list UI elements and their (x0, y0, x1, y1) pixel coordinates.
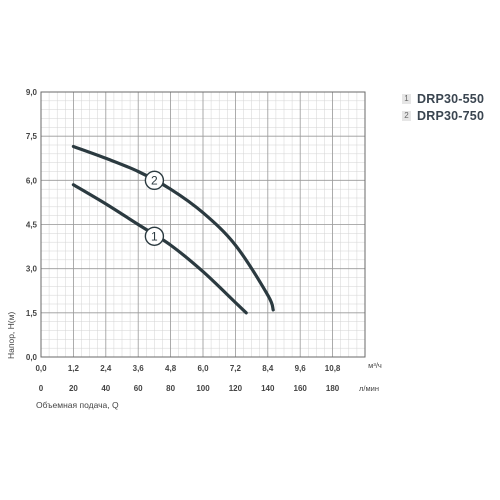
x-tick-label: 9,6 (295, 364, 307, 373)
x2-tick-label: 140 (261, 384, 275, 393)
legend-number: 1 (402, 93, 411, 104)
x-axis-title: Объемная подача, Q (36, 400, 119, 410)
y-tick-label: 9,0 (26, 88, 38, 97)
series-line-1 (71, 183, 248, 315)
x-tick-label: 0,0 (35, 364, 47, 373)
x2-tick-label: 40 (101, 384, 110, 393)
x2-tick-label: 180 (326, 384, 340, 393)
y-tick-label: 3,0 (26, 265, 38, 274)
x-tick-label: 8,4 (262, 364, 274, 373)
y-tick-label: 1,5 (26, 309, 38, 318)
x-tick-label: 2,4 (100, 364, 112, 373)
legend-label: DRP30-750 (417, 108, 485, 123)
legend-label: DRP30-550 (417, 91, 485, 106)
x-tick-label: 4,8 (165, 364, 177, 373)
x2-tick-label: 80 (166, 384, 175, 393)
curve-marker-1 (144, 226, 165, 246)
x2-tick-label: 60 (134, 384, 143, 393)
y-tick-label: 7,5 (26, 132, 38, 141)
legend-item-1: 1 DRP30-550 (402, 90, 484, 107)
curve-marker-label-2: 2 (151, 173, 158, 187)
x2-tick-label: 20 (69, 384, 78, 393)
x2-tick-label: 160 (294, 384, 308, 393)
legend-item-2: 2 DRP30-750 (402, 107, 484, 124)
curve-marker-label-1: 1 (151, 229, 158, 243)
y-tick-label: 0,0 (26, 353, 38, 362)
x-tick-label: 1,2 (68, 364, 80, 373)
series-line-2 (71, 144, 275, 312)
x2-tick-label: 0 (39, 384, 44, 393)
y-tick-label: 6,0 (26, 176, 38, 185)
x2-tick-label: 100 (196, 384, 210, 393)
legend: 1 DRP30-550 2 DRP30-750 (402, 90, 484, 124)
x-tick-label: 10,8 (325, 364, 341, 373)
x2-tick-label: 120 (229, 384, 243, 393)
curve-marker-2 (144, 170, 165, 191)
x-unit-label: м³/ч (368, 361, 382, 370)
y-tick-label: 4,5 (26, 221, 38, 230)
plot-frame (40, 91, 366, 358)
y-axis-title: Напор, H(м) (6, 312, 16, 359)
x-tick-label: 7,2 (230, 364, 242, 373)
legend-number: 2 (402, 110, 411, 121)
x-tick-label: 6,0 (197, 364, 209, 373)
x2-unit-label: л/мин (359, 384, 379, 393)
x-tick-label: 3,6 (133, 364, 145, 373)
